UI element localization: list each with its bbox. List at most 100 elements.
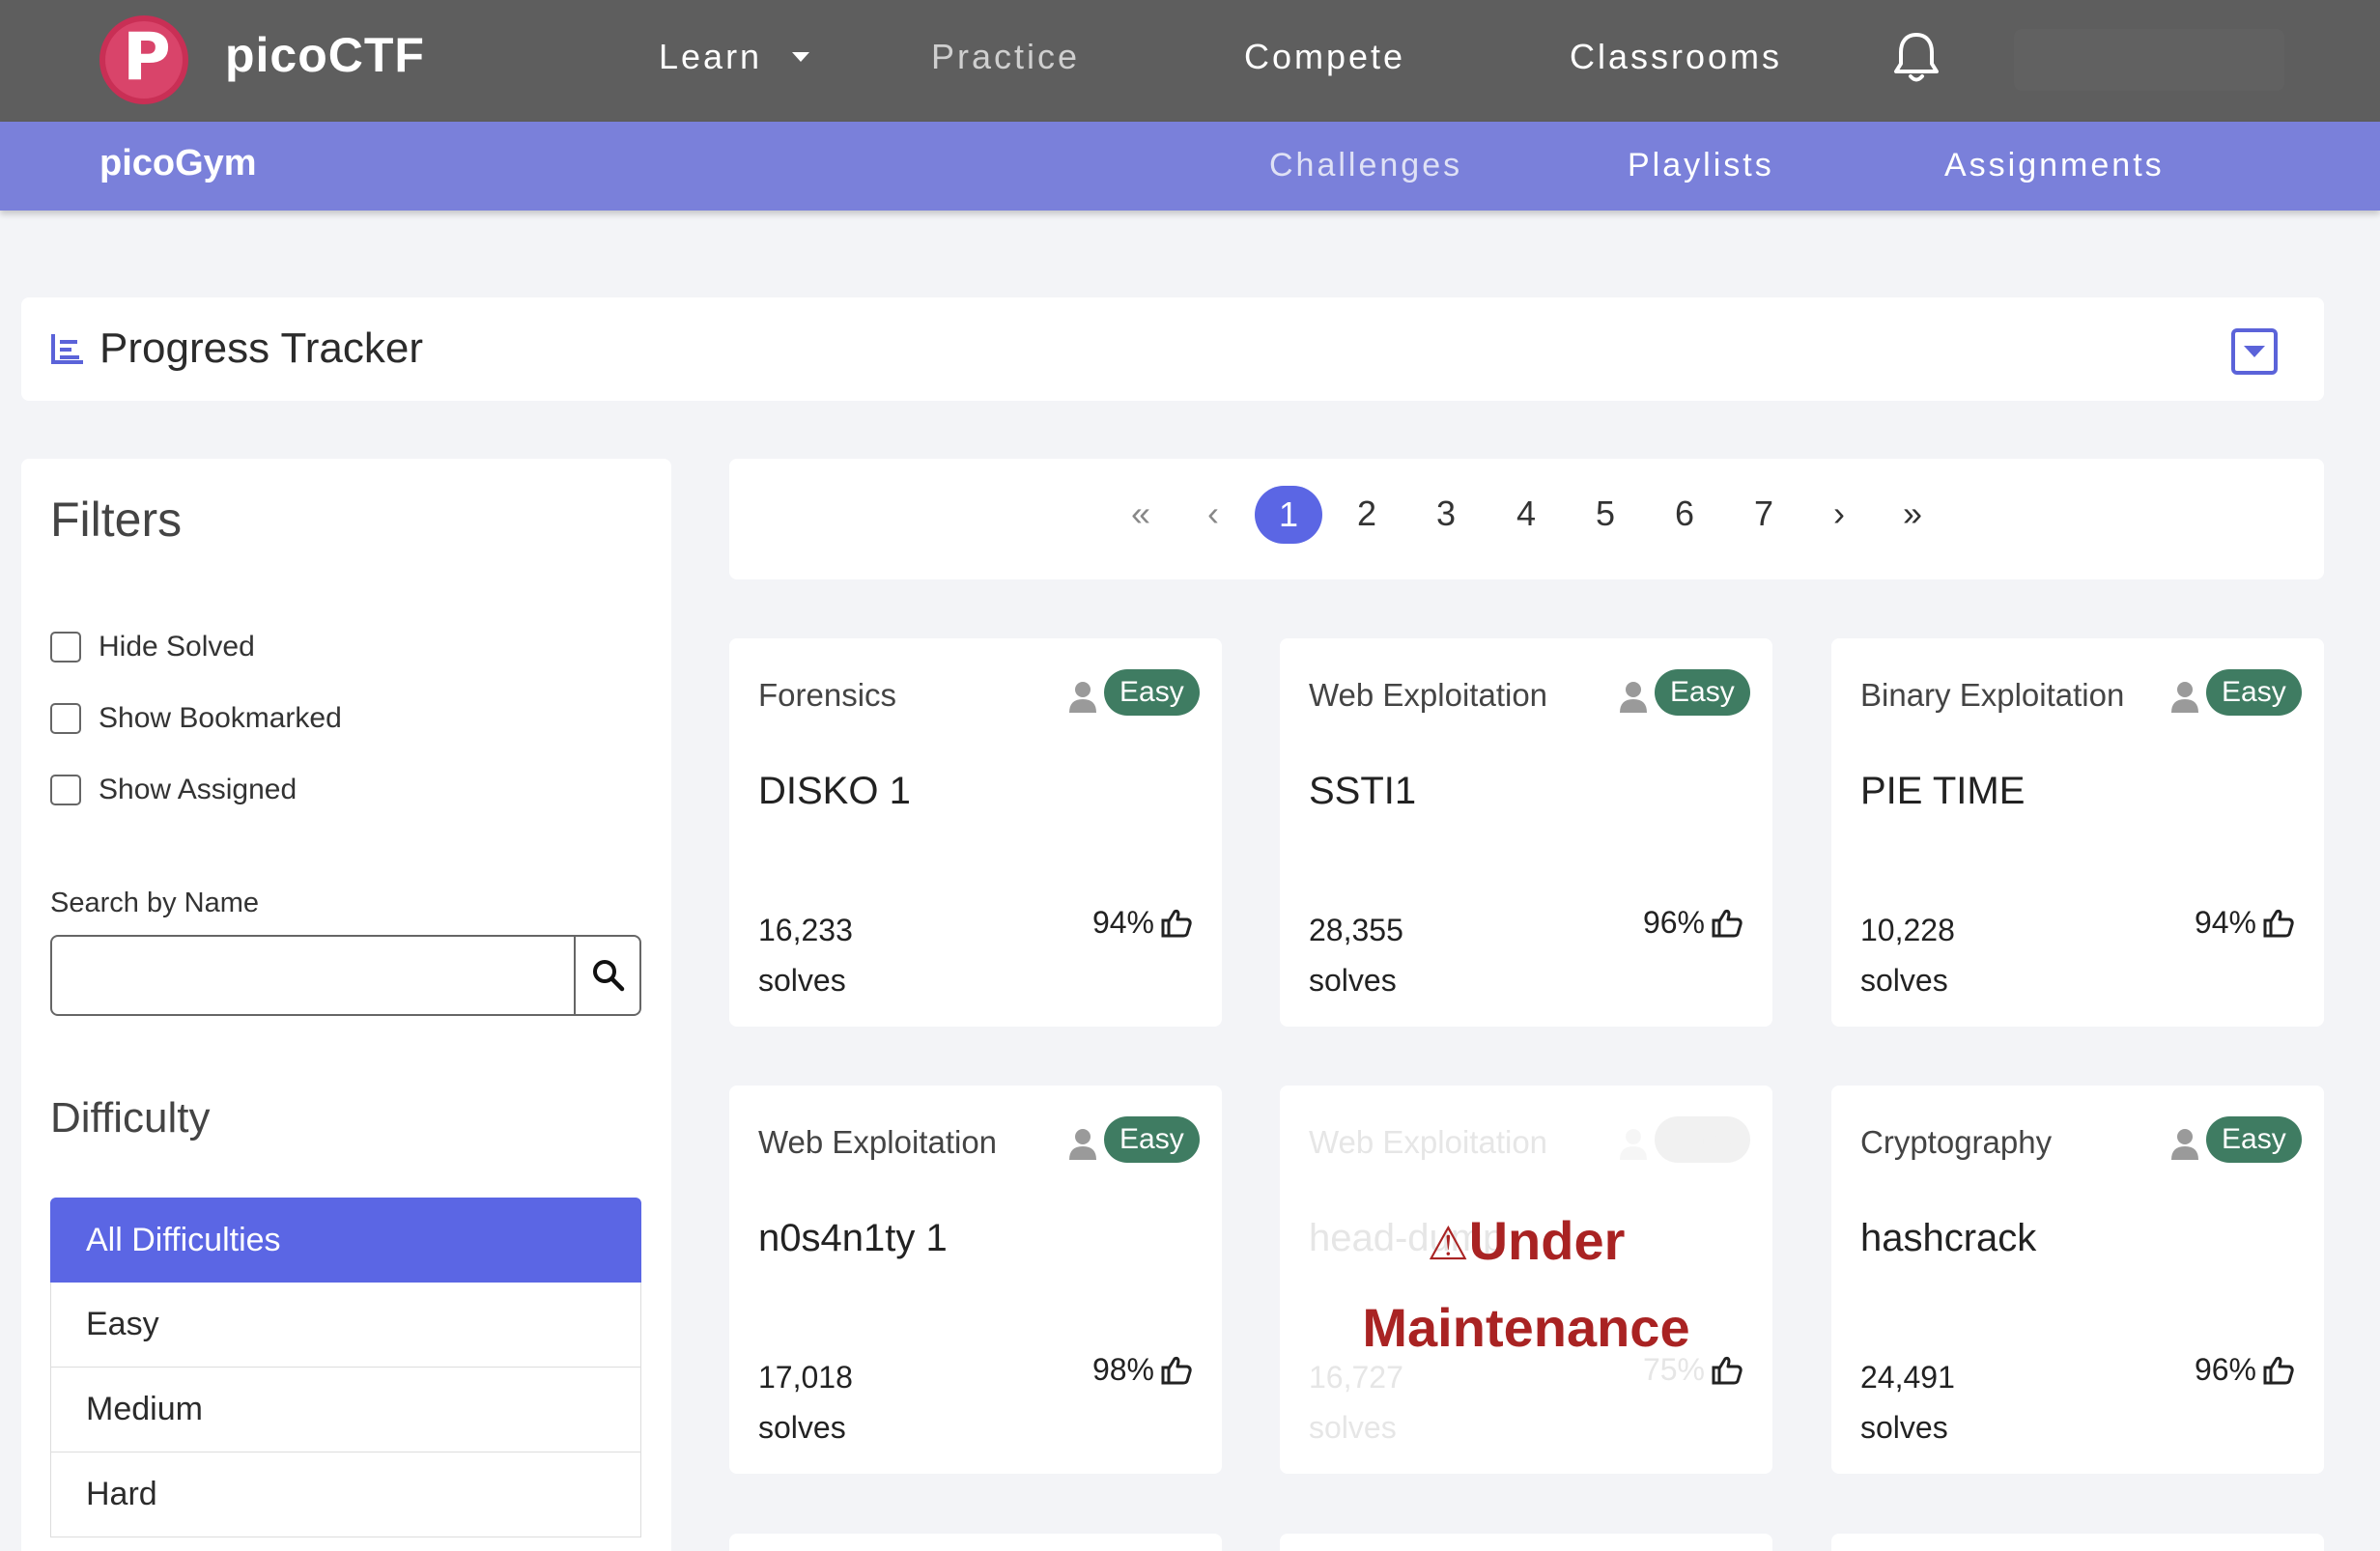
thumbs-up-icon [2263, 909, 2294, 937]
checkbox-label[interactable]: Show Bookmarked [99, 702, 342, 734]
page-2-button[interactable]: 2 [1356, 494, 1377, 533]
checkbox-box[interactable] [50, 703, 81, 734]
thumbs-up-icon [1161, 909, 1192, 937]
thumbs-up-icon [2263, 1356, 2294, 1384]
nav-learn[interactable]: Learn [659, 37, 763, 76]
show-assigned-checkbox[interactable]: Show Assigned [50, 774, 297, 806]
difficulty-badge: Easy [1655, 669, 1750, 716]
caret-square-down-icon[interactable] [2231, 328, 2278, 375]
solve-number: 24,491 [1860, 1360, 1955, 1395]
solve-label: solves [1309, 1410, 1397, 1445]
checkbox-label[interactable]: Hide Solved [99, 631, 255, 663]
difficulty-list: All Difficulties Easy Medium Hard [50, 1198, 641, 1537]
nav-compete[interactable]: Compete [1244, 37, 1406, 76]
challenge-name: head-dump [1309, 1217, 1505, 1259]
difficulty-medium[interactable]: Medium [50, 1368, 641, 1452]
solve-number: 16,233 [758, 913, 853, 947]
hide-solved-checkbox[interactable]: Hide Solved [50, 631, 255, 663]
checkbox-label[interactable]: Show Assigned [99, 774, 298, 805]
nav-practice[interactable]: Practice [931, 37, 1081, 76]
like-percent: 96% [2194, 1352, 2256, 1387]
difficulty-badge: Easy [2206, 669, 2302, 716]
user-icon [1620, 682, 1647, 713]
picogym-title[interactable]: picoGym [99, 143, 257, 183]
prev-page-button[interactable]: ‹ [1207, 494, 1219, 533]
maintenance-text: Under Maintenance [1362, 1210, 1690, 1358]
search-label: Search by Name [50, 888, 259, 918]
next-page-button[interactable]: › [1833, 494, 1845, 533]
challenge-card[interactable]: Web Exploitation Easy head-dump 16,727 solve… [1280, 1086, 1772, 1474]
challenge-name: SSTI1 [1309, 770, 1417, 812]
solve-label: solves [1860, 1410, 1948, 1445]
search-input[interactable] [50, 935, 641, 1016]
filters-panel: Filters Hide Solved Show Bookmarked Show… [21, 459, 671, 1551]
progress-tracker[interactable]: Progress Tracker [21, 297, 2324, 401]
difficulty-badge: Easy [1104, 669, 1200, 716]
pagination: « ‹ 1 2 3 4 5 6 7 › » [729, 459, 2324, 579]
picoctf-logo[interactable]: P [99, 15, 188, 104]
search-button[interactable] [574, 937, 639, 1014]
bar-chart-icon [51, 334, 83, 364]
page-6-button[interactable]: 6 [1674, 494, 1695, 533]
solve-count: 28,355 solves [1309, 905, 1403, 1005]
difficulty-badge: Easy [1655, 1116, 1750, 1163]
page-4-button[interactable]: 4 [1516, 494, 1537, 533]
challenge-category: Web Exploitation [1309, 677, 1548, 713]
page-5-button[interactable]: 5 [1595, 494, 1616, 533]
user-icon [1069, 682, 1096, 713]
like-rate: 96% [2195, 1352, 2295, 1388]
challenge-card-partial[interactable] [1280, 1534, 1772, 1551]
challenge-card[interactable]: Cryptography Easy hashcrack 24,491 solves 96% [1831, 1086, 2324, 1474]
solve-count: 16,727 solves [1309, 1352, 1403, 1452]
last-page-button[interactable]: » [1902, 494, 1923, 533]
sub-navbar: picoGym Challenges Playlists Assignments [0, 122, 2380, 211]
like-rate: 98% [1092, 1352, 1193, 1388]
user-icon [1620, 1129, 1647, 1160]
difficulty-hard[interactable]: Hard [50, 1452, 641, 1537]
subnav-challenges[interactable]: Challenges [1269, 147, 1463, 183]
like-percent: 98% [1091, 1352, 1154, 1387]
solve-label: solves [1860, 963, 1948, 998]
brand-name[interactable]: picoCTF [225, 28, 425, 82]
show-bookmarked-checkbox[interactable]: Show Bookmarked [50, 702, 342, 735]
checkbox-box[interactable] [50, 775, 81, 805]
page-1-button[interactable]: 1 [1255, 486, 1322, 544]
challenge-name: DISKO 1 [758, 770, 911, 812]
subnav-playlists[interactable]: Playlists [1628, 147, 1774, 183]
caret-down-icon[interactable] [792, 52, 809, 62]
solve-number: 10,228 [1860, 913, 1955, 947]
warning-icon: ⚠ [1427, 1219, 1469, 1270]
challenge-card[interactable]: Forensics Easy DISKO 1 16,233 solves 94% [729, 638, 1222, 1027]
subnav-assignments[interactable]: Assignments [1944, 147, 2165, 183]
difficulty-badge: Easy [1104, 1116, 1200, 1163]
challenge-category: Web Exploitation [1309, 1124, 1548, 1160]
solve-label: solves [1309, 963, 1397, 998]
checkbox-box[interactable] [50, 632, 81, 663]
page-3-button[interactable]: 3 [1435, 494, 1457, 533]
challenge-card[interactable]: Binary Exploitation Easy PIE TIME 10,228 sol… [1831, 638, 2324, 1027]
top-search-box[interactable] [2014, 29, 2284, 91]
challenge-category: Forensics [758, 677, 897, 713]
solve-label: solves [758, 1410, 846, 1445]
page-7-button[interactable]: 7 [1753, 494, 1774, 533]
bell-icon[interactable] [1891, 31, 1941, 85]
like-rate: 94% [1092, 905, 1193, 941]
challenge-card-partial[interactable] [729, 1534, 1222, 1551]
challenge-card-partial[interactable] [1831, 1534, 2324, 1551]
difficulty-easy[interactable]: Easy [50, 1283, 641, 1368]
difficulty-badge: Easy [2206, 1116, 2302, 1163]
challenge-name: n0s4n1ty 1 [758, 1217, 948, 1259]
top-navbar: P picoCTF Learn Practice Compete Classro… [0, 0, 2380, 122]
solve-number: 17,018 [758, 1360, 853, 1395]
solve-count: 24,491 solves [1860, 1352, 1955, 1452]
filters-title: Filters [50, 493, 183, 547]
maintenance-overlay: ⚠Under Maintenance [1280, 1199, 1772, 1369]
challenge-card[interactable]: Web Exploitation Easy SSTI1 28,355 solves 96% [1280, 638, 1772, 1027]
user-icon [1069, 1129, 1096, 1160]
first-page-button[interactable]: « [1130, 494, 1151, 533]
nav-classrooms[interactable]: Classrooms [1570, 37, 1783, 76]
difficulty-all[interactable]: All Difficulties [50, 1198, 641, 1283]
challenge-card[interactable]: Web Exploitation Easy n0s4n1ty 1 17,018 solv… [729, 1086, 1222, 1474]
solve-count: 16,233 solves [758, 905, 853, 1005]
challenge-category: Cryptography [1860, 1124, 2053, 1160]
